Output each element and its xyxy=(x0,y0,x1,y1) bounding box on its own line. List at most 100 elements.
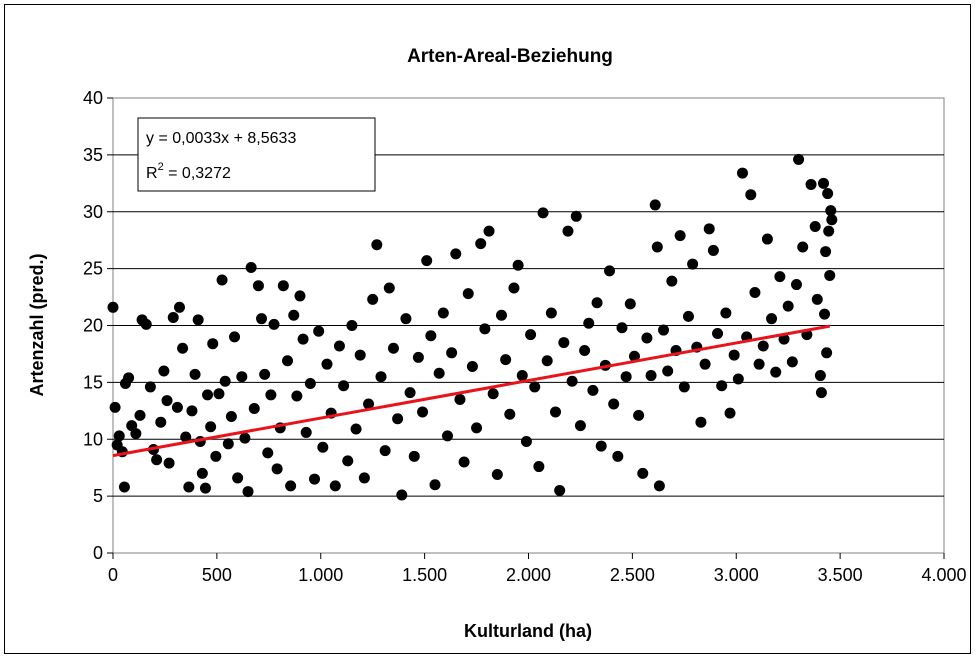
y-tick-label: 20 xyxy=(83,316,103,336)
equation-box: y = 0,0033x + 8,5633 R2 = 0,3272 xyxy=(137,117,376,192)
data-point xyxy=(821,347,833,359)
data-point xyxy=(396,489,408,501)
x-tick-label: 1.000 xyxy=(298,565,343,585)
data-point xyxy=(562,225,574,237)
data-point xyxy=(252,280,264,292)
data-point xyxy=(525,329,537,341)
data-point xyxy=(400,313,412,325)
data-point xyxy=(649,199,661,211)
data-point xyxy=(815,387,827,399)
data-point xyxy=(232,472,244,484)
data-point xyxy=(541,355,553,367)
data-point xyxy=(662,365,674,377)
data-point xyxy=(529,381,541,393)
data-point xyxy=(786,356,798,368)
data-point xyxy=(248,403,260,415)
x-axis-label: Kulturland (ha) xyxy=(464,621,592,641)
data-point xyxy=(554,484,566,496)
data-point xyxy=(712,327,724,339)
data-point xyxy=(793,153,805,165)
data-point xyxy=(144,381,156,393)
data-point xyxy=(313,325,325,337)
data-point xyxy=(537,207,549,219)
data-point xyxy=(458,456,470,468)
data-point xyxy=(294,290,306,302)
data-point xyxy=(199,482,211,494)
data-point xyxy=(745,189,757,201)
x-tick-label: 1.500 xyxy=(402,565,447,585)
data-point xyxy=(216,274,228,286)
data-point xyxy=(205,421,217,433)
data-point xyxy=(471,422,483,434)
data-point xyxy=(118,481,130,493)
data-point xyxy=(417,406,429,418)
data-point xyxy=(210,450,222,462)
data-point xyxy=(441,430,453,442)
data-point xyxy=(167,312,179,324)
data-point xyxy=(256,313,268,325)
data-point xyxy=(624,298,636,310)
data-point xyxy=(186,405,198,417)
data-point xyxy=(429,479,441,491)
data-point xyxy=(595,440,607,452)
data-point xyxy=(633,409,645,421)
y-tick-label: 30 xyxy=(83,202,103,222)
data-point xyxy=(271,463,283,475)
y-tick-label: 10 xyxy=(83,429,103,449)
data-point xyxy=(797,241,809,253)
data-point xyxy=(736,167,748,179)
data-point xyxy=(259,368,271,380)
data-point xyxy=(653,480,665,492)
data-point xyxy=(500,354,512,366)
data-point xyxy=(383,282,395,294)
data-point xyxy=(819,308,831,320)
data-point xyxy=(558,337,570,349)
data-point xyxy=(282,355,294,367)
data-point xyxy=(508,282,520,294)
data-point xyxy=(466,360,478,372)
data-point xyxy=(346,320,358,331)
data-point xyxy=(479,323,491,335)
data-point xyxy=(268,318,280,330)
data-point xyxy=(814,370,826,382)
y-tick-label: 5 xyxy=(93,486,103,506)
data-point xyxy=(158,365,170,377)
data-point xyxy=(412,351,424,363)
data-point xyxy=(682,310,694,322)
data-point xyxy=(404,387,416,399)
data-point xyxy=(329,480,341,492)
data-point xyxy=(173,301,185,313)
x-tick-label: 500 xyxy=(202,565,232,585)
data-point xyxy=(616,322,628,334)
data-point xyxy=(433,367,445,379)
r-squared: R2 = 0,3272 xyxy=(146,161,231,182)
data-point xyxy=(587,384,599,396)
data-point xyxy=(825,205,837,217)
data-point xyxy=(475,238,487,250)
data-point xyxy=(753,358,765,370)
data-point xyxy=(761,233,773,245)
data-point xyxy=(113,430,125,442)
data-point xyxy=(766,313,778,325)
data-point xyxy=(425,330,437,342)
y-tick-label: 35 xyxy=(83,145,103,165)
data-point xyxy=(818,177,830,189)
x-tick-label: 3.000 xyxy=(714,565,759,585)
data-point xyxy=(504,408,516,420)
data-point xyxy=(782,300,794,312)
data-point xyxy=(171,401,183,413)
trendline xyxy=(112,324,831,458)
data-point xyxy=(277,280,289,292)
data-point xyxy=(637,467,649,479)
data-point xyxy=(161,395,173,407)
data-point xyxy=(612,450,624,462)
x-axis-ticks: 0 500 1.000 1.500 2.000 2.500 3.000 3.500 4.000 xyxy=(108,553,967,585)
data-point xyxy=(732,373,744,385)
data-point xyxy=(140,318,152,330)
data-point xyxy=(724,407,736,419)
data-point xyxy=(371,239,383,251)
data-point xyxy=(207,338,219,350)
data-point xyxy=(297,333,309,345)
data-point xyxy=(358,472,370,484)
y-tick-label: 40 xyxy=(83,88,103,108)
